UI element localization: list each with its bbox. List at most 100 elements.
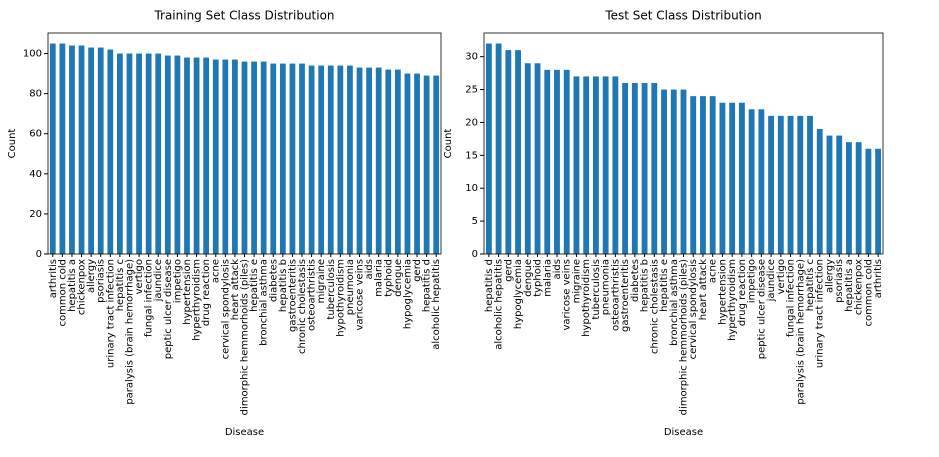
x-tick-label: gerd — [412, 259, 423, 282]
x-tick-label: hyperthyroidism — [192, 259, 203, 341]
bar — [88, 47, 95, 254]
y-tick-label: 15 — [465, 150, 478, 161]
x-tick-label: bronchial asthma — [669, 259, 680, 346]
x-tick-label: peptic ulcer disease — [163, 259, 174, 359]
x-tick-label: psoriasis — [96, 259, 107, 303]
bar — [164, 55, 171, 254]
bar — [700, 96, 706, 255]
bar — [251, 61, 257, 255]
bar — [622, 82, 629, 254]
bar — [495, 43, 502, 255]
bar — [394, 69, 401, 254]
bar — [366, 67, 372, 254]
bar — [515, 50, 521, 254]
x-tick-label: common cold — [57, 259, 68, 326]
x-tick-label: heart attack — [230, 259, 241, 320]
x-tick-label: hepatitis d — [484, 259, 495, 312]
bar — [327, 65, 334, 254]
x-tick-label: hepatitis c — [115, 259, 126, 311]
bar — [184, 57, 190, 254]
x-tick-label: pneumonia — [345, 259, 356, 315]
x-tick-label: migraine — [571, 259, 582, 303]
x-tick-label: hepatitis a — [67, 259, 78, 312]
x-tick-label: osteoarthristis — [610, 259, 621, 331]
bar — [279, 63, 286, 255]
bar — [356, 67, 363, 254]
bar — [155, 53, 162, 255]
x-tick-label: typhoid — [533, 259, 544, 297]
y-tick-label: 25 — [465, 85, 478, 96]
x-tick-label: urinary tract infection — [105, 259, 116, 368]
y-tick-label: 0 — [472, 249, 478, 260]
bar — [193, 57, 200, 254]
x-tick-label: chickenpox — [854, 259, 865, 315]
bar — [485, 43, 492, 255]
bar — [816, 129, 823, 254]
x-tick-label: vertigo — [776, 259, 787, 294]
x-tick-label: hepatitis e — [659, 259, 670, 312]
x-tick-label: gerd — [503, 259, 514, 282]
x-tick-label: tuberculosis — [326, 259, 337, 320]
bar — [117, 53, 123, 255]
y-tick-label: 40 — [29, 169, 42, 180]
bar — [241, 61, 248, 255]
x-tick-label: peptic ulcer disease — [756, 259, 767, 359]
bar — [433, 75, 440, 254]
bar — [318, 65, 325, 254]
bar — [777, 115, 784, 254]
x-tick-label: chronic cholestasis — [297, 259, 308, 354]
bar — [738, 102, 745, 254]
x-axis-label: Disease — [664, 427, 703, 438]
y-tick-label: 5 — [472, 216, 478, 227]
bar — [69, 45, 75, 254]
x-tick-label: gastroenteritis — [620, 259, 631, 332]
axes-frame — [483, 32, 884, 255]
x-tick-label: alcoholic hepatitis — [431, 259, 442, 350]
bar — [308, 65, 315, 254]
bar — [59, 43, 66, 255]
bar — [505, 50, 512, 254]
x-tick-label: drug reaction — [737, 259, 748, 326]
bar — [544, 69, 551, 254]
bar — [563, 69, 570, 254]
chart-title: Test Set Class Distribution — [604, 9, 761, 23]
axes-frame — [47, 32, 442, 255]
y-axis-label: Count — [443, 129, 454, 159]
x-tick-label: common cold — [863, 259, 874, 326]
bar — [414, 73, 420, 255]
x-tick-label: acne — [708, 259, 719, 283]
bar — [78, 45, 85, 254]
bar — [375, 67, 382, 254]
bar — [602, 76, 609, 255]
y-tick-label: 100 — [23, 49, 42, 60]
x-tick-label: hepatitis b — [278, 259, 289, 312]
bar — [612, 76, 619, 255]
bar — [107, 49, 114, 254]
bar — [49, 43, 56, 255]
bar — [385, 69, 392, 254]
bar — [592, 76, 599, 255]
bar — [748, 109, 755, 254]
bar — [404, 73, 411, 255]
bar — [289, 63, 296, 255]
bar — [337, 65, 344, 254]
x-tick-label: hypoglycemia — [513, 259, 524, 329]
x-tick-label: aids — [364, 259, 375, 279]
x-tick-label: alcoholic hepatitis — [494, 259, 505, 350]
bar — [836, 135, 843, 254]
x-tick-label: allergy — [824, 259, 835, 293]
bar — [631, 82, 638, 254]
bar — [865, 148, 872, 254]
x-tick-label: typhoid — [383, 259, 394, 297]
x-tick-label: hepatitis e — [249, 259, 260, 312]
x-tick-label: migraine — [316, 259, 327, 303]
x-tick-label: drug reaction — [201, 259, 212, 326]
x-axis-label: Disease — [225, 427, 264, 438]
chart-title: Training Set Class Distribution — [153, 9, 334, 23]
bar — [651, 82, 658, 254]
x-tick-label: dimorphic hemmorhoids (piles) — [240, 259, 251, 415]
x-tick-label: urinary tract infection — [815, 259, 826, 368]
bar — [826, 135, 833, 254]
